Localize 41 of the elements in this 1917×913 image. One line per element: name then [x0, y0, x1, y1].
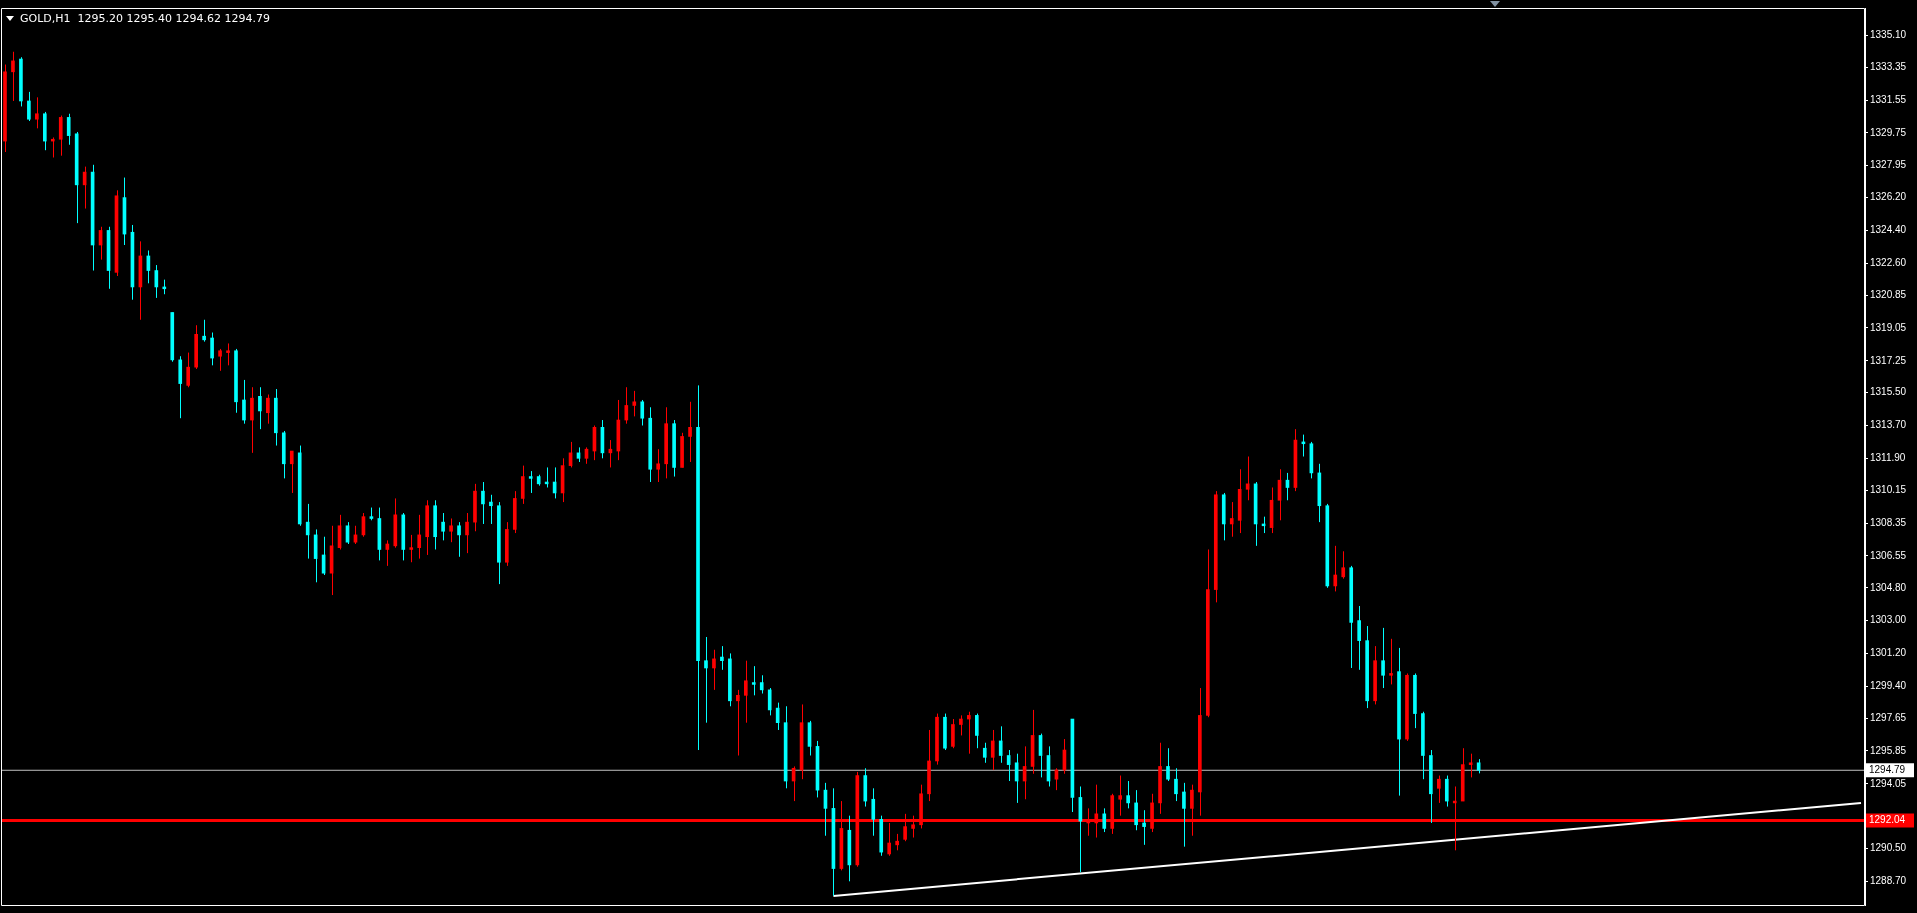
y-tick-label: 1306.55: [1870, 549, 1907, 561]
y-tick-label: 1327.95: [1870, 159, 1907, 171]
y-tick-label: 1331.55: [1870, 93, 1907, 105]
candlestick: [632, 390, 637, 417]
ref-line-label: 1294.79: [1869, 764, 1906, 776]
y-tick-label: 1319.05: [1870, 321, 1907, 333]
candlestick: [1468, 753, 1473, 778]
y-tick-label: 1299.40: [1870, 679, 1907, 691]
candlestick: [218, 348, 222, 372]
candlestick: [1389, 638, 1393, 685]
y-tick-label: 1317.25: [1870, 354, 1907, 366]
candlestick: [528, 470, 533, 494]
candlestick: [656, 448, 661, 483]
y-tick-label: 1295.85: [1870, 744, 1907, 756]
y-tick-label: 1304.80: [1870, 581, 1907, 593]
chart-title: GOLD,H1 1295.20 1295.40 1294.62 1294.79: [20, 12, 270, 25]
y-tick-label: 1333.35: [1870, 61, 1907, 72]
y-tick-label: 1311.90: [1870, 452, 1906, 464]
y-tick-label: 1315.50: [1870, 386, 1907, 398]
candlestick: [35, 96, 39, 129]
y-tick-label: 1329.75: [1870, 126, 1907, 138]
candlestick: [1118, 775, 1123, 817]
y-tick-label: 1294.05: [1870, 777, 1907, 789]
y-tick-label: 1303.00: [1870, 614, 1907, 626]
y-tick-label: 1308.35: [1870, 516, 1907, 528]
candlestick: [751, 665, 756, 696]
y-tick-label: 1335.10: [1870, 29, 1907, 41]
y-tick-label: 1322.60: [1870, 256, 1907, 268]
y-tick-label: 1320.85: [1870, 288, 1907, 300]
y-tick-label: 1324.40: [1870, 224, 1907, 236]
y-tick-label: 1301.20: [1870, 647, 1907, 659]
y-tick-label: 1310.15: [1870, 483, 1907, 495]
y-tick-label: 1326.20: [1870, 191, 1907, 203]
y-tick-label: 1288.70: [1870, 875, 1907, 887]
candlestick: [409, 534, 414, 563]
ref-line-label: 1292.04: [1869, 814, 1906, 826]
candlestick: [449, 517, 453, 543]
y-tick-label: 1290.50: [1870, 842, 1907, 854]
y-tick-label: 1313.70: [1870, 419, 1907, 431]
candlestick: [226, 342, 230, 366]
y-tick-label: 1297.65: [1870, 711, 1907, 723]
